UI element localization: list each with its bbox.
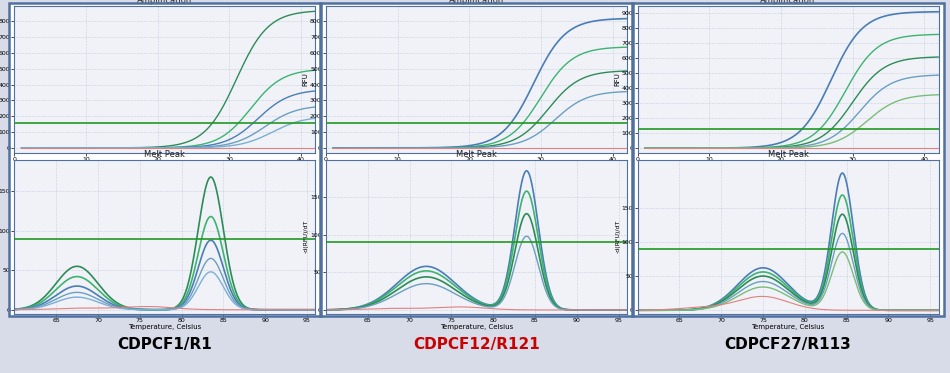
Title: Melt Peak: Melt Peak [768, 150, 808, 159]
Y-axis label: RFU: RFU [615, 72, 620, 86]
Title: Amplification: Amplification [448, 0, 504, 5]
Title: Amplification: Amplification [137, 0, 193, 5]
X-axis label: Temperature, Celsius: Temperature, Celsius [440, 324, 513, 330]
Text: CDPCF1/R1: CDPCF1/R1 [118, 338, 212, 352]
X-axis label: Cycles: Cycles [466, 163, 487, 169]
Title: Melt Peak: Melt Peak [144, 150, 185, 159]
Y-axis label: RFU: RFU [302, 72, 309, 86]
Text: CDPCF27/R113: CDPCF27/R113 [725, 338, 851, 352]
X-axis label: Cycles: Cycles [777, 163, 799, 169]
Title: Amplification: Amplification [760, 0, 816, 5]
X-axis label: Temperature, Celsius: Temperature, Celsius [128, 324, 201, 330]
Text: CDPCF12/R121: CDPCF12/R121 [413, 338, 540, 352]
X-axis label: Temperature, Celsius: Temperature, Celsius [751, 324, 825, 330]
Y-axis label: -d(RFU)/dT: -d(RFU)/dT [616, 220, 620, 253]
Title: Melt Peak: Melt Peak [456, 150, 497, 159]
Y-axis label: -d(RFU)/dT: -d(RFU)/dT [304, 220, 309, 253]
X-axis label: Cycles: Cycles [154, 163, 176, 169]
